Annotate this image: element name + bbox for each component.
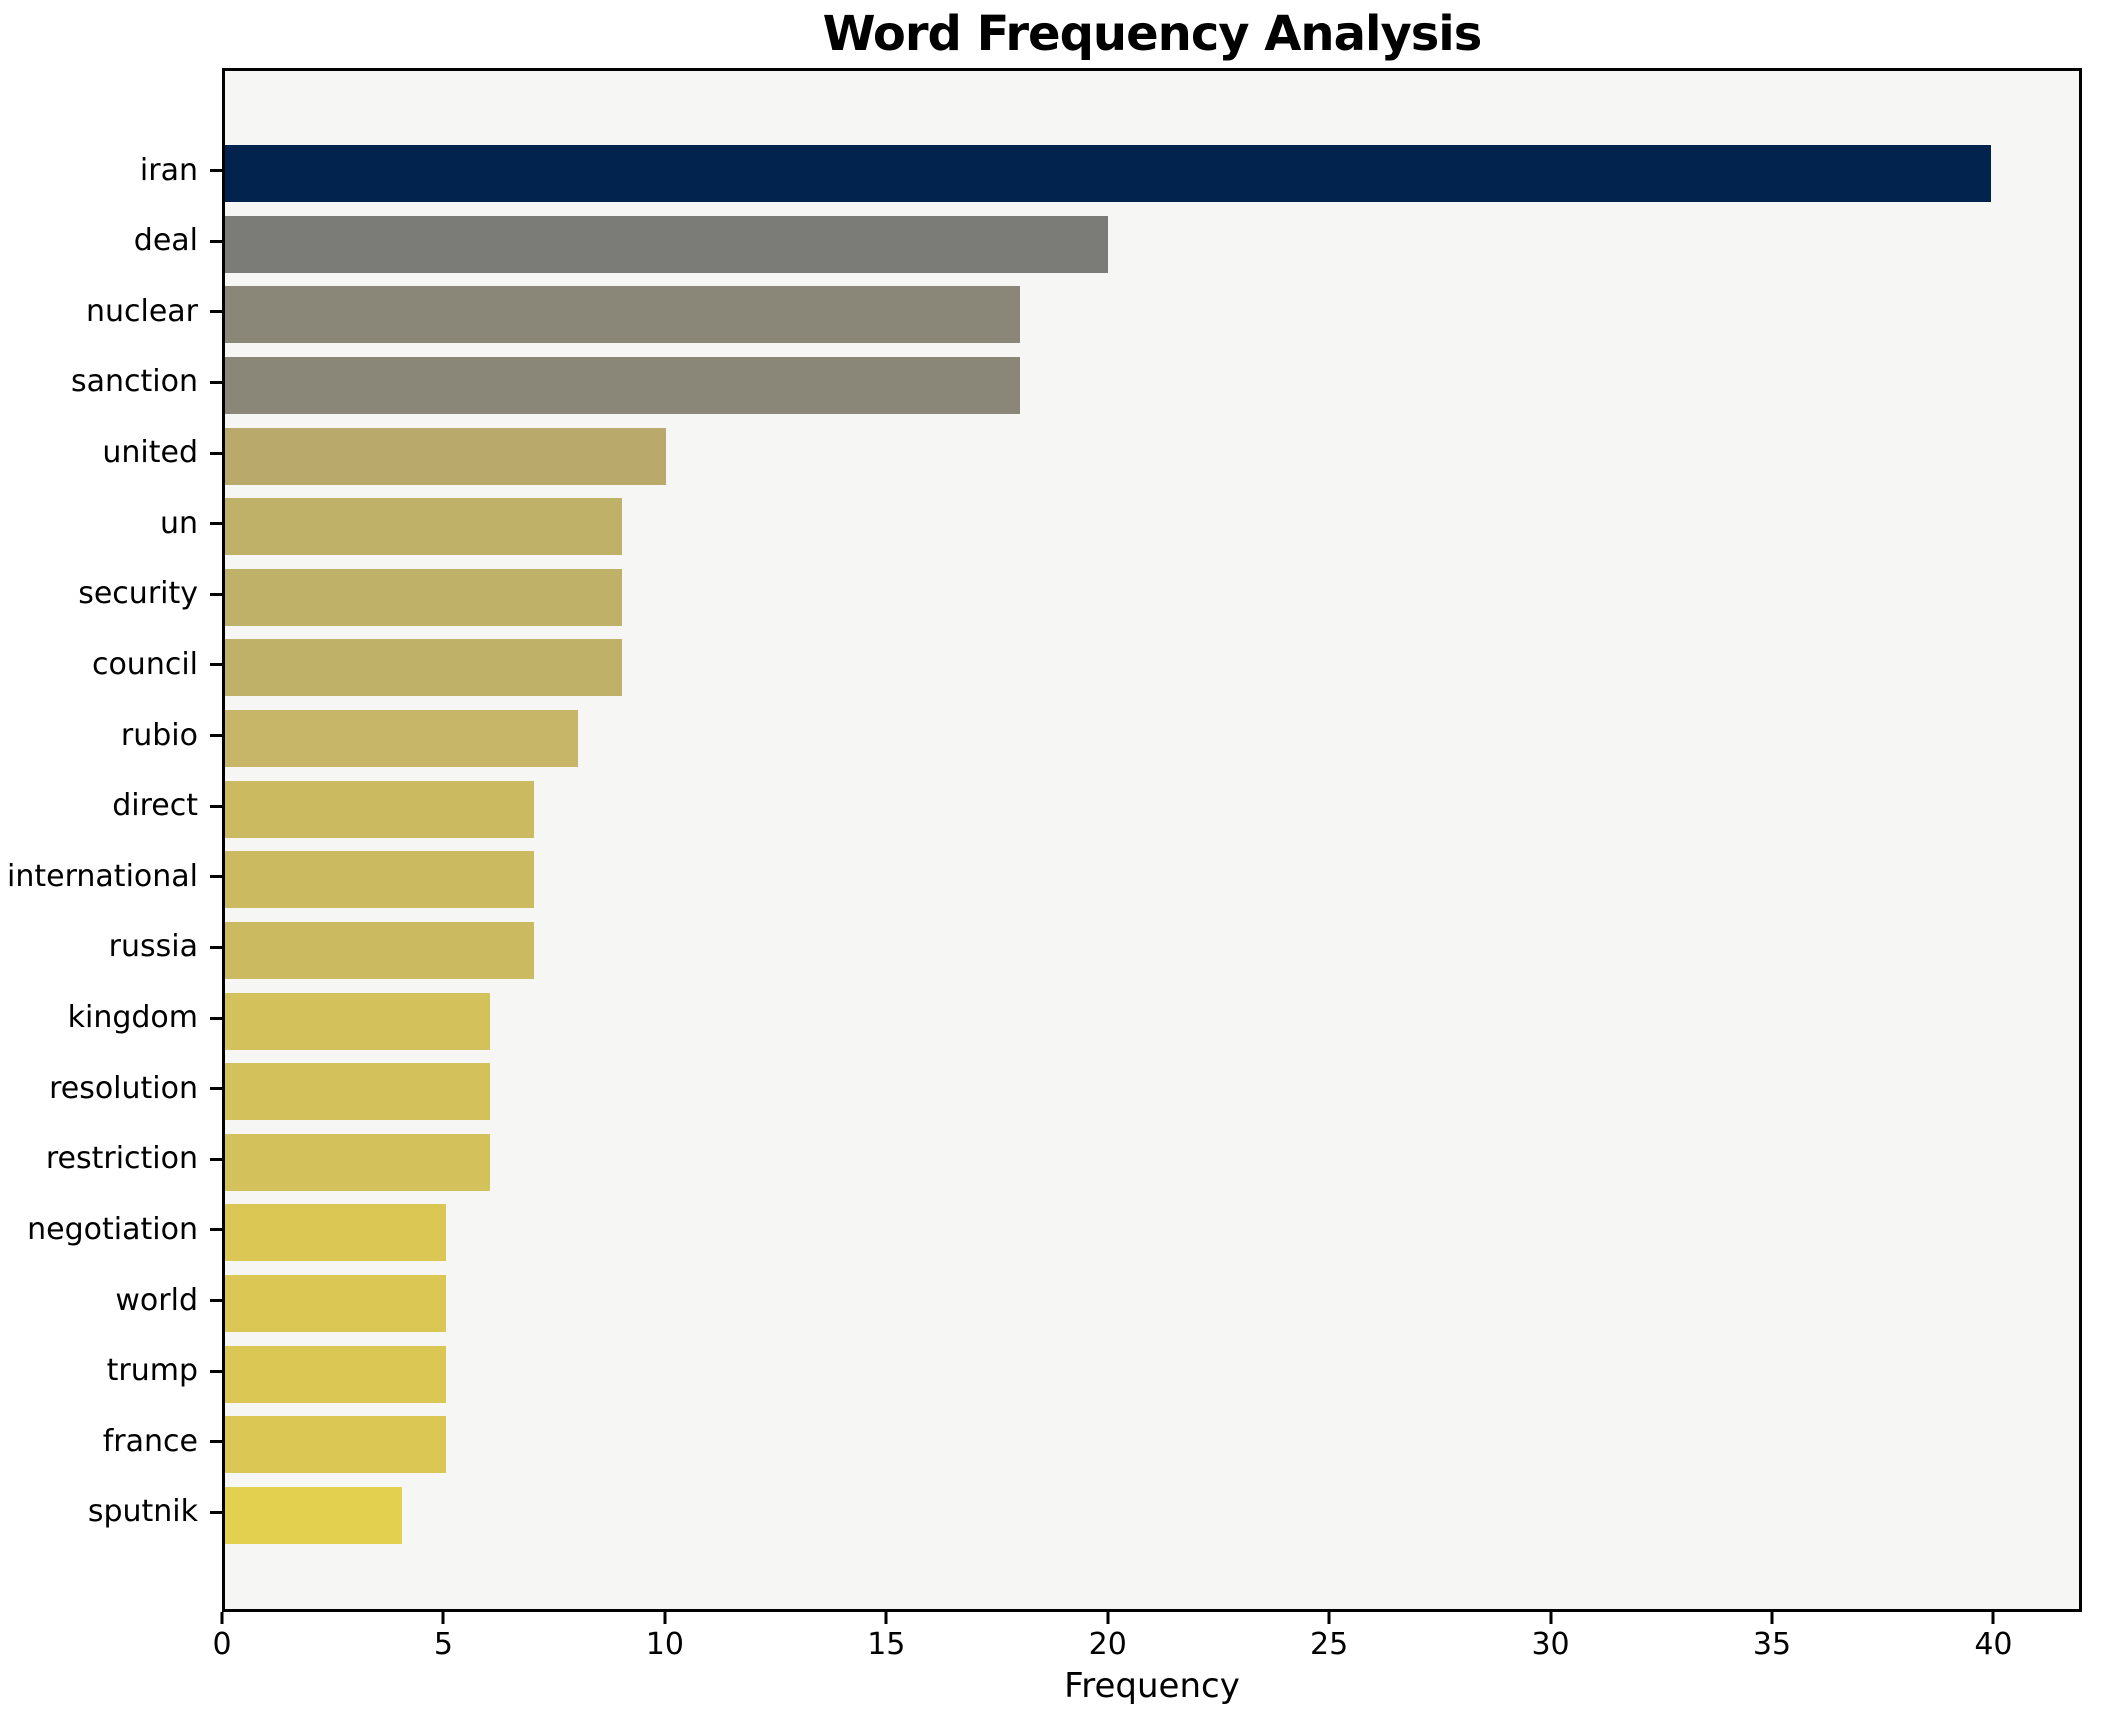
x-tick-35 xyxy=(1770,1612,1774,1624)
bar-un xyxy=(225,498,623,556)
bar-security xyxy=(225,568,623,626)
x-tick-label-0: 0 xyxy=(212,1627,232,1662)
y-tick-label-sanction: sanction xyxy=(71,364,198,400)
bar-iran xyxy=(225,145,1991,202)
y-tick-label-international: international xyxy=(7,858,198,894)
y-tick-rubio xyxy=(210,734,222,738)
y-tick-france xyxy=(210,1440,222,1444)
x-tick-label-20: 20 xyxy=(1088,1627,1127,1662)
chart-title: Word Frequency Analysis xyxy=(822,6,1483,62)
x-tick-15 xyxy=(884,1612,888,1624)
y-tick-label-direct: direct xyxy=(112,788,198,824)
y-tick-kingdom xyxy=(210,1016,222,1020)
y-tick-deal xyxy=(210,239,222,243)
bar-international xyxy=(225,851,534,909)
y-tick-label-trump: trump xyxy=(106,1353,198,1389)
x-tick-label-25: 25 xyxy=(1310,1627,1349,1662)
x-tick-25 xyxy=(1327,1612,1331,1624)
y-tick-direct xyxy=(210,804,222,808)
y-tick-label-iran: iran xyxy=(139,152,198,188)
bar-resolution xyxy=(225,1063,490,1121)
x-tick-40 xyxy=(1991,1612,1995,1624)
bar-kingdom xyxy=(225,992,490,1050)
y-tick-label-united: united xyxy=(102,435,198,471)
bar-france xyxy=(225,1416,446,1474)
plot-area xyxy=(222,68,2082,1612)
bar-nuclear xyxy=(225,286,1020,344)
x-tick-10 xyxy=(663,1612,667,1624)
bar-direct xyxy=(225,780,534,838)
y-tick-label-security: security xyxy=(78,576,198,612)
x-tick-30 xyxy=(1549,1612,1553,1624)
y-tick-international xyxy=(210,875,222,879)
y-tick-label-nuclear: nuclear xyxy=(85,293,198,329)
y-tick-russia xyxy=(210,945,222,949)
y-tick-label-world: world xyxy=(115,1282,198,1318)
y-tick-label-sputnik: sputnik xyxy=(87,1494,198,1530)
bar-world xyxy=(225,1275,446,1333)
y-tick-council xyxy=(210,663,222,667)
x-tick-label-10: 10 xyxy=(645,1627,684,1662)
bar-rubio xyxy=(225,710,579,768)
y-tick-sputnik xyxy=(210,1510,222,1514)
bar-russia xyxy=(225,921,534,979)
x-tick-label-5: 5 xyxy=(433,1627,453,1662)
y-tick-resolution xyxy=(210,1087,222,1091)
y-tick-nuclear xyxy=(210,310,222,314)
y-tick-world xyxy=(210,1299,222,1303)
y-tick-trump xyxy=(210,1369,222,1373)
bar-sanction xyxy=(225,356,1020,414)
y-tick-sanction xyxy=(210,380,222,384)
bar-negotiation xyxy=(225,1204,446,1262)
y-tick-iran xyxy=(210,169,222,172)
bar-trump xyxy=(225,1345,446,1403)
bar-deal xyxy=(225,215,1108,273)
x-tick-label-30: 30 xyxy=(1531,1627,1570,1662)
x-tick-5 xyxy=(441,1612,445,1624)
y-tick-restriction xyxy=(210,1157,222,1161)
y-tick-label-russia: russia xyxy=(108,929,198,965)
y-tick-label-un: un xyxy=(159,505,198,541)
y-tick-security xyxy=(210,592,222,596)
y-tick-negotiation xyxy=(210,1228,222,1232)
y-tick-united xyxy=(210,451,222,455)
y-tick-label-rubio: rubio xyxy=(120,717,198,753)
x-tick-label-15: 15 xyxy=(867,1627,906,1662)
x-tick-0 xyxy=(220,1612,224,1624)
y-tick-label-negotiation: negotiation xyxy=(27,1211,198,1247)
bar-restriction xyxy=(225,1133,490,1191)
y-tick-label-kingdom: kingdom xyxy=(67,1000,198,1036)
bar-united xyxy=(225,427,667,485)
x-tick-20 xyxy=(1106,1612,1110,1624)
bar-sputnik xyxy=(225,1486,402,1544)
y-tick-label-deal: deal xyxy=(133,223,198,259)
y-tick-label-council: council xyxy=(91,646,198,682)
y-tick-un xyxy=(210,522,222,526)
y-tick-label-resolution: resolution xyxy=(49,1070,198,1106)
x-tick-label-40: 40 xyxy=(1974,1627,2013,1662)
y-tick-label-restriction: restriction xyxy=(45,1141,198,1177)
bar-council xyxy=(225,639,623,697)
x-tick-label-35: 35 xyxy=(1752,1627,1792,1662)
y-tick-label-france: france xyxy=(102,1423,198,1459)
x-axis-label: Frequency xyxy=(1064,1666,1240,1706)
